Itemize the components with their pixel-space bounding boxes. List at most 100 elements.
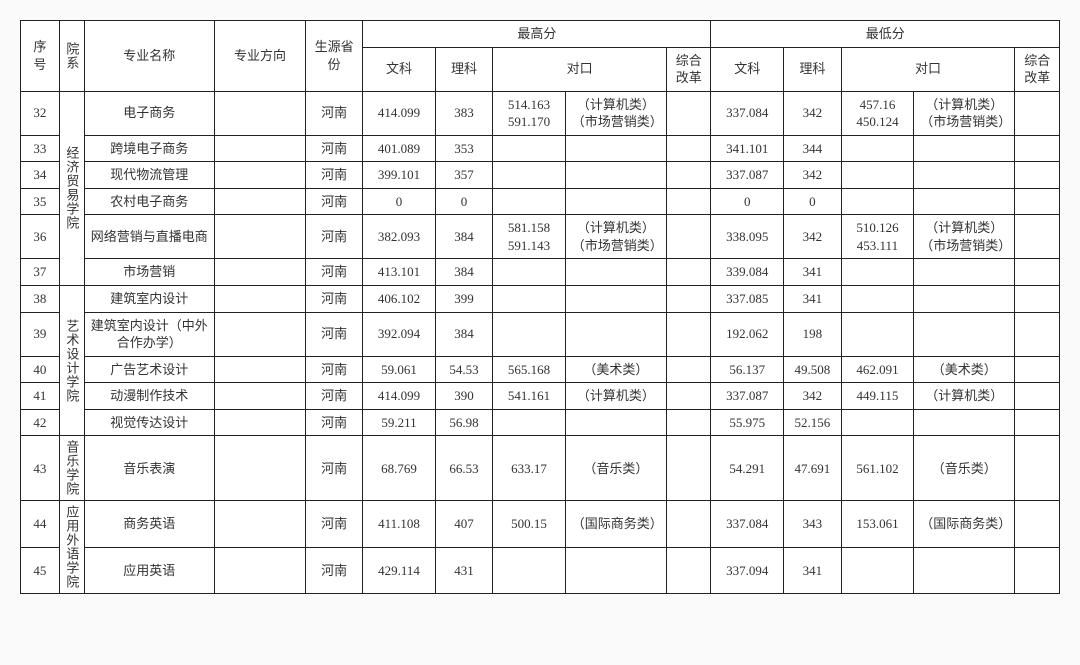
cell: 39 — [21, 312, 60, 356]
cell: 399.101 — [363, 162, 436, 189]
cell — [1015, 383, 1060, 410]
cell: 514.163 591.170 — [493, 91, 566, 135]
cell: 市场营销 — [84, 259, 214, 286]
cell: 500.15 — [493, 501, 566, 548]
cell: 商务英语 — [84, 501, 214, 548]
dept-cell: 音乐学院 — [59, 436, 84, 501]
cell — [493, 286, 566, 313]
cell — [666, 547, 710, 594]
cell: 390 — [435, 383, 493, 410]
col-dept: 院系 — [59, 21, 84, 92]
table-body: 32经济贸易学院电子商务河南414.099383514.163 591.170（… — [21, 91, 1060, 594]
cell: 401.089 — [363, 135, 436, 162]
cell — [841, 259, 914, 286]
cell: 383 — [435, 91, 493, 135]
cell: （计算机类） （市场营销类） — [914, 215, 1015, 259]
table-row: 37市场营销河南413.101384339.084341 — [21, 259, 1060, 286]
cell — [214, 383, 305, 410]
table-row: 35农村电子商务河南0000 — [21, 188, 1060, 215]
cell: （国际商务类） — [914, 501, 1015, 548]
cell — [493, 409, 566, 436]
dept-cell: 应用外语学院 — [59, 501, 84, 594]
cell: 河南 — [306, 312, 363, 356]
cell — [214, 547, 305, 594]
cell: 37 — [21, 259, 60, 286]
cell: 510.126 453.111 — [841, 215, 914, 259]
cell: 建筑室内设计（中外合作办学） — [84, 312, 214, 356]
cell: 0 — [711, 188, 784, 215]
cell: 337.084 — [711, 501, 784, 548]
cell — [565, 286, 666, 313]
cell: 54.291 — [711, 436, 784, 501]
cell: 河南 — [306, 91, 363, 135]
cell: 河南 — [306, 259, 363, 286]
cell — [914, 312, 1015, 356]
cell: 341 — [783, 547, 841, 594]
cell: 382.093 — [363, 215, 436, 259]
cell: 河南 — [306, 188, 363, 215]
cell: 399 — [435, 286, 493, 313]
cell: 38 — [21, 286, 60, 313]
cell: 337.087 — [711, 162, 784, 189]
cell — [565, 409, 666, 436]
cell — [1015, 188, 1060, 215]
cell: （计算机类） — [565, 383, 666, 410]
col-max: 最高分 — [363, 21, 711, 48]
cell: 0 — [435, 188, 493, 215]
cell: 56.137 — [711, 356, 784, 383]
col-max-dk: 对口 — [493, 47, 667, 91]
cell: 河南 — [306, 356, 363, 383]
col-min-dk: 对口 — [841, 47, 1015, 91]
cell — [493, 312, 566, 356]
cell: 339.084 — [711, 259, 784, 286]
cell — [666, 436, 710, 501]
cell: 407 — [435, 501, 493, 548]
cell — [841, 135, 914, 162]
cell: 43 — [21, 436, 60, 501]
table-row: 41动漫制作技术河南414.099390541.161（计算机类）337.087… — [21, 383, 1060, 410]
cell — [1015, 501, 1060, 548]
cell: 现代物流管理 — [84, 162, 214, 189]
cell: 337.085 — [711, 286, 784, 313]
cell — [1015, 312, 1060, 356]
cell — [493, 135, 566, 162]
cell: 341 — [783, 286, 841, 313]
cell: 414.099 — [363, 91, 436, 135]
cell — [214, 409, 305, 436]
cell: 406.102 — [363, 286, 436, 313]
cell — [214, 135, 305, 162]
cell: 357 — [435, 162, 493, 189]
cell: 457.16 450.124 — [841, 91, 914, 135]
cell: 342 — [783, 215, 841, 259]
cell — [214, 286, 305, 313]
cell: 47.691 — [783, 436, 841, 501]
cell — [493, 162, 566, 189]
col-max-li: 理科 — [435, 47, 493, 91]
cell: 河南 — [306, 436, 363, 501]
cell: 343 — [783, 501, 841, 548]
col-min-li: 理科 — [783, 47, 841, 91]
cell: 35 — [21, 188, 60, 215]
table-row: 38艺术设计学院建筑室内设计河南406.102399337.085341 — [21, 286, 1060, 313]
cell: 广告艺术设计 — [84, 356, 214, 383]
cell: （计算机类） （市场营销类） — [565, 215, 666, 259]
cell: 音乐表演 — [84, 436, 214, 501]
cell: 农村电子商务 — [84, 188, 214, 215]
cell — [214, 259, 305, 286]
cell — [214, 215, 305, 259]
cell: 河南 — [306, 162, 363, 189]
cell — [841, 286, 914, 313]
cell: 河南 — [306, 501, 363, 548]
col-province: 生源省份 — [306, 21, 363, 92]
cell: 342 — [783, 162, 841, 189]
cell: 建筑室内设计 — [84, 286, 214, 313]
cell: 0 — [783, 188, 841, 215]
cell — [1015, 286, 1060, 313]
table-row: 33跨境电子商务河南401.089353341.101344 — [21, 135, 1060, 162]
cell — [914, 547, 1015, 594]
cell: 565.168 — [493, 356, 566, 383]
cell — [666, 91, 710, 135]
cell: 河南 — [306, 215, 363, 259]
cell — [565, 312, 666, 356]
cell — [1015, 162, 1060, 189]
